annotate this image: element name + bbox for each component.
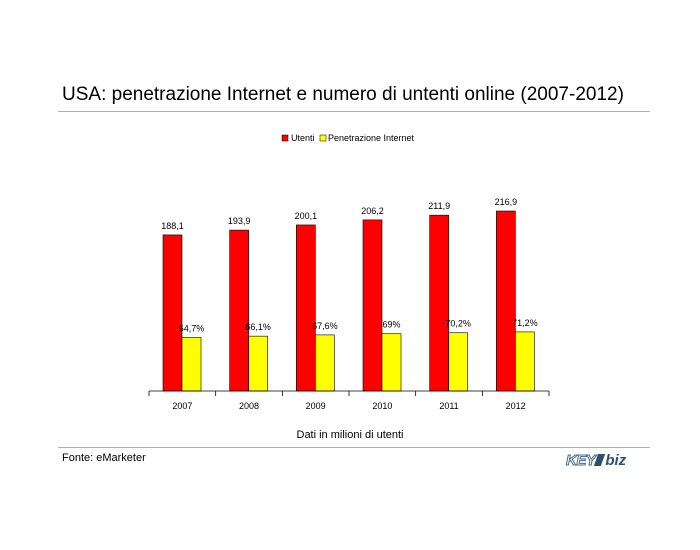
legend-label-penetrazione: Penetrazione Internet — [328, 133, 415, 143]
bar-utenti — [296, 224, 316, 392]
data-label-penetrazione: 66,1% — [245, 322, 271, 332]
bar-penetrazione — [315, 334, 335, 392]
x-tick-label: 2012 — [506, 401, 526, 411]
bar-utenti — [429, 214, 449, 392]
data-label-penetrazione: 64,7% — [179, 323, 205, 333]
bar-utenti — [496, 210, 516, 392]
x-tick-label: 2009 — [306, 401, 326, 411]
footer-divider — [58, 447, 650, 448]
data-label-penetrazione: 71,2% — [512, 318, 538, 328]
bar-penetrazione — [381, 333, 402, 392]
data-label-utenti: 216,9 — [495, 197, 518, 207]
title-divider — [58, 111, 650, 112]
logo-text-key: KEY — [565, 452, 596, 470]
plot-area: 188,1 64,7% 2007 193,9 66,1% 2008 200,1 67,6% 20… — [148, 197, 550, 411]
legend: Utenti Penetrazione Internet — [281, 133, 415, 143]
bar-penetrazione — [448, 332, 468, 392]
data-label-utenti: 200,1 — [295, 211, 318, 221]
source-note: Fonte: eMarketer — [62, 452, 146, 464]
x-tick-label: 2007 — [172, 401, 192, 411]
chart-svg: Utenti Penetrazione Internet 188,1 64,7% 2… — [148, 133, 550, 411]
data-label-utenti: 211,9 — [428, 201, 450, 211]
bar-utenti — [162, 234, 183, 392]
key4biz-logo: KEY biz — [565, 452, 627, 472]
bar-penetrazione — [248, 335, 268, 392]
bar-utenti — [229, 229, 249, 392]
logo-mark-icon — [594, 454, 606, 466]
legend-swatch-utenti — [281, 134, 289, 142]
x-tick-label: 2008 — [239, 401, 259, 411]
data-label-penetrazione: 67,6% — [312, 321, 338, 331]
x-tick-label: 2010 — [372, 401, 392, 411]
legend-swatch-penetrazione — [319, 134, 327, 142]
data-label-utenti: 193,9 — [228, 216, 251, 226]
chart-title: USA: penetrazione Internet e numero di u… — [62, 84, 624, 105]
bar-utenti — [362, 219, 383, 392]
footnote: Dati in milioni di utenti — [296, 429, 404, 441]
logo-text-biz: biz — [605, 452, 627, 469]
data-label-utenti: 188,1 — [161, 221, 184, 231]
bar-penetrazione — [515, 331, 535, 392]
legend-label-utenti: Utenti — [291, 133, 315, 143]
data-label-penetrazione: 69% — [382, 320, 400, 330]
data-label-utenti: 206,2 — [361, 206, 384, 216]
x-tick-label: 2011 — [439, 401, 458, 411]
bar-penetrazione — [181, 337, 202, 392]
data-label-penetrazione: 70,2% — [445, 319, 471, 329]
